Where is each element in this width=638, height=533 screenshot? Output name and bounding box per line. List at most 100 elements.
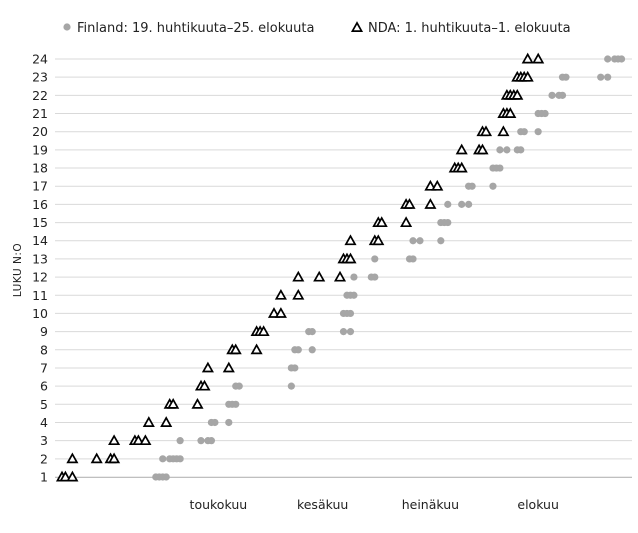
data-point-circle (346, 328, 355, 336)
y-tick-label: 18 (32, 161, 48, 176)
data-point-triangle (292, 270, 305, 282)
data-point-triangle (108, 452, 121, 464)
data-point-triangle (479, 125, 493, 137)
data-point-circle (416, 237, 424, 245)
y-tick-label: 3 (40, 433, 48, 448)
data-point-circle (604, 73, 612, 81)
data-point-triangle (476, 143, 489, 155)
data-point-circle (225, 418, 233, 427)
data-point-circle (207, 437, 216, 445)
data-point-triangle (403, 198, 416, 209)
y-tick-label: 22 (32, 88, 48, 103)
data-point-circle (489, 182, 497, 190)
y-tick-label: 1 (40, 470, 48, 485)
data-point-triangle (372, 234, 385, 246)
data-point-triangle (455, 143, 468, 155)
y-tick-label: 23 (32, 70, 48, 85)
data-point-circle (458, 200, 466, 208)
data-point-circle (562, 73, 570, 81)
data-point-circle (437, 237, 445, 245)
data-point-circle (503, 146, 511, 154)
data-point-circle (468, 182, 476, 190)
data-point-circle (294, 346, 302, 354)
data-point-triangle (229, 343, 242, 355)
data-point-circle (232, 400, 240, 408)
data-point-triangle (455, 161, 468, 173)
legend-marker-finland (63, 23, 71, 31)
data-point-circle (444, 218, 452, 227)
y-tick-label: 16 (32, 197, 48, 212)
data-point-triangle (344, 234, 357, 246)
y-tick-label: 20 (32, 124, 48, 139)
data-point-circle (617, 55, 626, 63)
x-tick-label: heinäkuu (402, 497, 459, 512)
data-point-circle (558, 91, 567, 99)
data-point-circle (371, 255, 379, 263)
data-point-circle (346, 309, 355, 318)
data-point-triangle (132, 434, 145, 446)
data-point-circle (534, 128, 542, 136)
legend-label-finland: Finland: 19. huhtikuuta–25. elokuuta (77, 21, 314, 36)
data-point-triangle (90, 452, 103, 464)
data-point-circle (444, 200, 452, 208)
data-point-circle (371, 273, 379, 281)
y-tick-label: 13 (32, 251, 48, 266)
data-point-circle (597, 73, 605, 81)
data-point-circle (197, 437, 205, 445)
y-tick-label: 11 (32, 288, 48, 303)
data-point-triangle (497, 125, 510, 137)
data-point-triangle (511, 88, 524, 100)
data-point-circle (409, 255, 417, 263)
data-point-circle (339, 328, 348, 336)
data-point-circle (159, 455, 167, 463)
legend-marker-nda (350, 21, 364, 32)
data-point-triangle (274, 307, 287, 318)
y-tick-label: 2 (40, 451, 48, 466)
data-point-triangle (250, 343, 263, 355)
y-tick-label: 7 (40, 360, 48, 375)
data-point-circle (235, 382, 243, 390)
data-point-triangle (424, 198, 437, 209)
y-tick-label: 17 (32, 179, 48, 194)
axes: 123456789101112131415161718192021222324t… (12, 52, 632, 512)
data-point-circle (176, 437, 184, 445)
series-finland (152, 55, 626, 481)
data-point-triangle (521, 70, 534, 82)
data-point-triangle (257, 325, 270, 337)
y-tick-label: 9 (40, 324, 48, 339)
y-tick-label: 6 (40, 379, 48, 394)
data-point-triangle (532, 52, 545, 64)
data-point-circle (517, 146, 525, 154)
y-tick-label: 4 (40, 415, 48, 430)
data-point-triangle (375, 216, 388, 228)
y-tick-label: 21 (32, 106, 48, 121)
data-point-triangle (333, 270, 347, 282)
data-point-triangle (521, 52, 534, 64)
data-point-triangle (167, 397, 180, 409)
data-point-circle (308, 346, 316, 354)
data-point-circle (520, 128, 528, 136)
y-tick-label: 10 (32, 306, 48, 321)
y-tick-label: 5 (40, 397, 48, 412)
data-point-triangle (160, 416, 173, 427)
y-axis-title: LUKU N:O (12, 243, 24, 297)
data-point-triangle (274, 288, 287, 300)
legend: Finland: 19. huhtikuuta–25. elokuuta NDA:… (63, 21, 571, 36)
data-point-circle (308, 328, 316, 336)
y-tick-label: 24 (32, 52, 48, 67)
data-point-triangle (222, 361, 235, 373)
data-point-triangle (267, 307, 281, 318)
data-point-triangle (431, 179, 444, 191)
data-point-triangle (201, 361, 214, 373)
data-point-triangle (400, 216, 413, 228)
data-point-triangle (108, 434, 121, 446)
legend-label-nda: NDA: 1. huhtikuuta–1. elokuuta (368, 21, 571, 36)
x-tick-label: kesäkuu (297, 497, 348, 512)
data-point-circle (496, 164, 504, 172)
x-tick-label: elokuu (517, 497, 559, 512)
data-point-triangle (344, 252, 357, 264)
data-point-triangle (292, 288, 305, 300)
data-point-triangle (198, 379, 211, 391)
